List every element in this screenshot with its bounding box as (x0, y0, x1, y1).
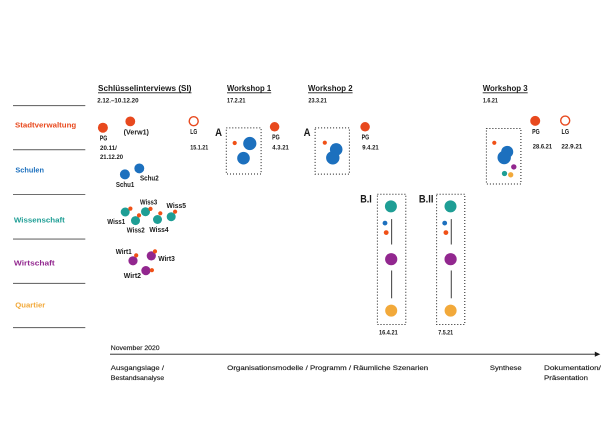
svg-text:Ausgangslage /: Ausgangslage / (111, 365, 164, 372)
svg-text:22.9.21: 22.9.21 (561, 143, 582, 150)
svg-text:Workshop 2: Workshop 2 (308, 83, 353, 93)
svg-text:Wiss2: Wiss2 (127, 228, 145, 235)
svg-text:Wirt2: Wirt2 (124, 273, 141, 280)
svg-text:PG: PG (532, 129, 540, 136)
svg-text:9.4.21: 9.4.21 (362, 145, 379, 152)
svg-text:7.5.21: 7.5.21 (438, 330, 453, 337)
svg-text:B.I: B.I (360, 194, 372, 206)
svg-text:Wirt3: Wirt3 (158, 256, 175, 263)
svg-text:Schlüsselinterviews (SI): Schlüsselinterviews (SI) (98, 83, 192, 93)
svg-text:Wiss5: Wiss5 (167, 203, 187, 210)
svg-text:Workshop 1: Workshop 1 (227, 83, 271, 93)
svg-text:November 2020: November 2020 (111, 345, 160, 352)
svg-text:Bestandsanalyse: Bestandsanalyse (111, 375, 165, 382)
svg-text:Wirt1: Wirt1 (116, 249, 132, 256)
svg-text:Quartier: Quartier (15, 301, 45, 310)
svg-text:Synthese: Synthese (490, 365, 522, 372)
svg-text:Wiss3: Wiss3 (140, 200, 157, 207)
svg-text:23.3.21: 23.3.21 (308, 97, 327, 104)
svg-text:Wiss4: Wiss4 (149, 227, 168, 234)
svg-text:28.6.21: 28.6.21 (533, 143, 552, 150)
svg-text:A: A (304, 127, 311, 139)
svg-text:Wissenschaft: Wissenschaft (14, 215, 66, 224)
svg-text:Workshop 3: Workshop 3 (483, 83, 528, 93)
svg-text:A: A (215, 127, 222, 139)
svg-text:Präsentation: Präsentation (544, 375, 588, 382)
svg-text:4.3.21: 4.3.21 (272, 145, 289, 152)
svg-text:(Verw1): (Verw1) (124, 130, 149, 137)
svg-text:LG: LG (562, 129, 570, 136)
svg-text:PG: PG (100, 135, 108, 142)
svg-text:Schu2: Schu2 (140, 176, 159, 183)
svg-text:Wirtschaft: Wirtschaft (14, 258, 56, 267)
svg-text:21.12.20: 21.12.20 (100, 154, 123, 161)
svg-text:Organisationsmodelle / Program: Organisationsmodelle / Programm / Räumli… (227, 365, 428, 372)
svg-text:15.1.21: 15.1.21 (190, 145, 208, 152)
svg-text:17.2.21: 17.2.21 (227, 97, 246, 104)
svg-text:Wiss1: Wiss1 (107, 219, 125, 226)
svg-text:Schu1: Schu1 (116, 182, 134, 189)
svg-text:1.6.21: 1.6.21 (483, 97, 498, 104)
svg-text:Schulen: Schulen (15, 166, 44, 175)
svg-text:PG: PG (272, 135, 280, 142)
svg-text:B.II: B.II (419, 194, 434, 206)
svg-text:Dokumentation/: Dokumentation/ (544, 365, 601, 372)
svg-text:2.12.–10.12.20: 2.12.–10.12.20 (97, 97, 139, 104)
svg-text:20.11/: 20.11/ (100, 145, 117, 152)
svg-text:PG: PG (362, 135, 370, 142)
svg-text:LG: LG (190, 129, 197, 136)
svg-text:Stadtverwaltung: Stadtverwaltung (15, 120, 76, 129)
svg-text:16.4.21: 16.4.21 (379, 330, 398, 337)
